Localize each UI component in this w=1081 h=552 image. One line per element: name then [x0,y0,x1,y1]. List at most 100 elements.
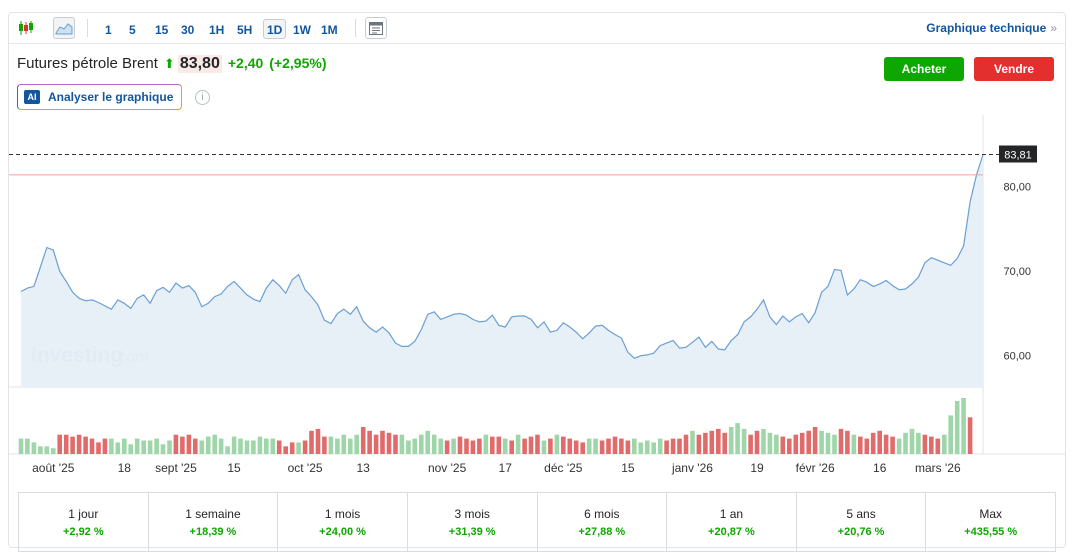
y-tick-label: 70,00 [1003,266,1031,278]
volume-bar [315,428,321,454]
instrument-name: Futures pétrole Brent [17,55,158,72]
interval-1[interactable]: 1 [105,23,112,37]
volume-bar [664,440,669,454]
performance-period: 1 an [719,506,744,521]
volume-bar [922,434,928,454]
volume-bar [916,432,921,454]
performance-period: 6 mois [584,506,620,521]
performance-value: +31,39 % [448,525,496,538]
interval-1h[interactable]: 1H [209,23,225,37]
performance-cell[interactable]: 1 mois +24,00 % [278,493,408,551]
volume-bar [522,438,527,454]
volume-bar [929,436,934,454]
interval-5[interactable]: 5 [129,23,136,37]
calendar-icon[interactable] [365,17,387,39]
volume-bar [780,436,786,454]
volume-bar [419,434,424,454]
interval-1d[interactable]: 1D [263,19,287,39]
volume-bar [399,434,405,454]
volume-bar [541,440,547,454]
performance-cell[interactable]: 6 mois +27,88 % [538,493,668,551]
volume-bar [328,436,334,454]
performance-period: 5 ans [846,506,876,521]
x-tick-label: sept '25 [155,461,197,475]
volume-bar [490,436,495,454]
volume-bar [696,434,702,454]
volume-bar [903,432,908,454]
volume-bar [625,440,631,454]
volume-bar [896,438,902,454]
volume-bar [464,438,469,454]
performance-cell[interactable]: 1 jour +2,92 % [19,493,149,551]
candlestick-icon[interactable] [15,17,37,39]
volume-bar [657,438,663,454]
volume-bar [89,438,95,454]
volume-bar [38,446,43,454]
volume-bar [567,438,573,454]
volume-bar [722,432,727,454]
volume-bar [367,430,372,454]
interval-1m[interactable]: 1M [321,23,338,37]
volume-bar [302,440,308,454]
volume-bar [580,442,585,454]
volume-bar [483,434,489,454]
volume-bar [134,438,140,454]
volume-bar [761,428,766,454]
x-tick-label: 15 [227,461,241,475]
volume-bar [967,417,973,454]
performance-cell[interactable]: 1 semaine +18,39 % [149,493,279,551]
volume-bar [444,440,450,454]
volume-bar [735,423,740,454]
volume-bar [173,434,179,454]
interval-1w[interactable]: 1W [293,23,311,37]
volume-bar [244,440,250,454]
volume-bar [728,427,734,454]
sell-button[interactable]: Vendre [974,57,1054,81]
analyze-chart-button[interactable]: AI Analyser le graphique [17,84,183,110]
info-icon[interactable]: i [195,90,210,105]
interval-30[interactable]: 30 [181,23,195,37]
volume-bar [238,438,243,454]
volume-bar [83,436,88,454]
x-tick-label: déc '25 [544,461,583,475]
x-tick-label: 16 [873,461,887,475]
performance-cell[interactable]: 5 ans +20,76 % [797,493,927,551]
buy-button[interactable]: Acheter [884,57,964,81]
volume-bar [147,440,153,454]
performance-period: 1 mois [324,506,361,521]
volume-bar [935,438,941,454]
performance-cell[interactable]: 1 an +20,87 % [667,493,797,551]
performance-cell[interactable]: Max +435,55 % [926,493,1055,551]
volume-bar [670,438,676,454]
x-tick-label: 13 [357,461,371,475]
volume-bar [883,434,889,454]
volume-bar [554,434,560,454]
ai-icon: AI [24,90,40,104]
volume-bar [212,434,217,454]
area-chart-icon[interactable] [53,17,75,39]
volume-bar [599,440,605,454]
volume-bar [225,446,230,454]
technical-chart-link[interactable]: Graphique technique» [926,21,1057,35]
x-tick-label: 17 [499,461,513,475]
volume-bar [309,430,314,454]
volume-bar [96,442,101,454]
volume-bar [160,444,166,454]
volume-bar [709,430,715,454]
volume-bar [296,442,301,454]
last-price: 83,80 [177,55,222,73]
volume-bar [470,440,476,454]
volume-bar [205,436,211,454]
technical-chart-label: Graphique technique [926,21,1047,35]
interval-5h[interactable]: 5H [237,23,253,37]
volume-bar [360,427,366,454]
interval-15[interactable]: 15 [155,23,169,37]
volume-bar [354,434,359,454]
volume-bar [799,432,805,454]
volume-bar [283,446,288,454]
performance-cell[interactable]: 3 mois +31,39 % [408,493,538,551]
volume-bar [289,442,295,454]
volume-bar [180,436,185,454]
volume-bar [561,436,566,454]
